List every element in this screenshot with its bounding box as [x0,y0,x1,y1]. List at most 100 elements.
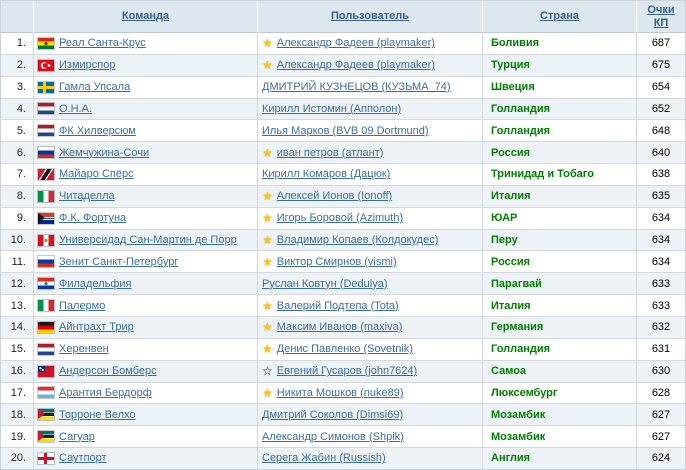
team-cell: Зенит Санкт-Петербург [34,251,258,274]
team-link[interactable]: Торроне Велхо [59,408,136,421]
points-value: 675 [637,54,685,77]
points-value: 627 [637,426,685,449]
team-cell: Айнтрахт Трир [34,316,258,339]
points-value: 633 [637,295,685,317]
user-link[interactable]: Максим Иванов (maxiva) [276,321,403,334]
team-link[interactable]: Сагуар [59,430,95,443]
user-cell: ★ Виктор Смирнов (vismi) [258,251,483,274]
team-sort-link[interactable]: Команда [121,10,170,22]
star-icon: ★ [262,189,273,204]
team-link[interactable]: Айнтрахт Трир [59,321,134,334]
team-link[interactable]: Херенвен [59,343,109,356]
user-link[interactable]: Кирилл Истомин (Апполон) [262,102,402,115]
user-link[interactable]: Никита Мошков (nuke89) [276,386,404,399]
team-link[interactable]: Саутпорт [59,452,107,465]
team-link[interactable]: Измирспор [59,59,116,72]
rank-cell: 14. [1,316,34,339]
team-cell: Андерсон Бомберс [34,360,258,383]
user-link[interactable]: Валерий Подтепа (Tota) [276,299,399,312]
user-link[interactable]: Илья Марков (BVB 09 Dortmund) [262,124,429,137]
points-column-header: Очки КП [637,1,685,33]
star-icon: ★ [262,254,273,269]
points-value: 628 [637,382,685,405]
country-label: Мозамбик [483,426,637,449]
user-link[interactable]: Александр Фадеев (playmaker) [276,37,435,50]
user-link[interactable]: Игорь Боровой (Azimuth) [276,212,404,225]
team-cell: Гамла Упсала [34,76,258,99]
table-row: 19. Сагуар Александр Симонов (Shpik) Мозамб… [1,426,685,449]
country-sort-link[interactable]: Страна [540,10,579,22]
team-link[interactable]: Гамла Упсала [59,81,131,94]
flag-paraguay-icon [38,278,54,290]
team-link[interactable]: О.Н.А. [59,102,93,115]
rank-cell: 9. [1,207,34,230]
rank-cell: 5. [1,120,34,143]
team-cell: Майаро Спёрс [34,164,258,186]
table-row: 12. Филадельфия Руслан Ковтун (Dedulya) Пар… [1,273,685,296]
points-value: 640 [637,142,685,165]
team-cell: Херенвен [34,338,258,361]
team-link[interactable]: Майаро Спёрс [59,168,134,181]
team-link[interactable]: ФК Хилверсюм [59,124,136,137]
star-icon: ★ [262,385,273,400]
team-link[interactable]: Реал Санта-Крус [59,37,146,50]
team-link[interactable]: Читаделла [59,190,115,203]
table-row: 20. Саутпорт Серега Жабин (Russish) Англия 6… [1,448,685,469]
country-label: Парагвай [483,273,637,296]
flag-luxembourg-icon [38,387,54,399]
points-value: 624 [637,448,685,469]
user-cell: Руслан Ковтун (Dedulya) [258,273,483,296]
rank-cell: 16. [1,360,34,383]
team-cell: ФК Хилверсюм [34,120,258,143]
user-link[interactable]: Денис Павленко (Sovetnik) [276,343,413,356]
user-link[interactable]: Кирилл Комаров (Дацюк) [262,168,391,181]
team-link[interactable]: Универсидад Сан-Мартин де Порр [59,234,237,247]
points-value: 648 [637,120,685,143]
team-cell: Арантия Бердорф [34,382,258,405]
user-link[interactable]: Александр Симонов (Shpik) [262,430,404,443]
flag-russia-icon [38,256,54,268]
flag-trinidad-icon [38,168,54,180]
points-value: 633 [637,273,685,296]
team-link[interactable]: Андерсон Бомберс [59,365,157,378]
points-value: 687 [637,33,685,55]
points-value: 634 [637,207,685,230]
user-link[interactable]: Алексей Ионов (Ionoff) [276,190,393,203]
team-cell: Филадельфия [34,273,258,296]
user-sort-link[interactable]: Пользователь [330,10,409,22]
team-link[interactable]: Арантия Бердорф [59,386,152,399]
points-sort-link[interactable]: Очки КП [647,3,675,29]
rank-cell: 20. [1,448,34,469]
team-link[interactable]: Зенит Санкт-Петербург [59,255,179,268]
country-label: Швеция [483,76,637,99]
team-link[interactable]: Филадельфия [59,277,132,290]
user-link[interactable]: Владимир Копаев (Колдокудес) [276,234,439,247]
team-cell: Ф.К. Фортуна [34,207,258,230]
user-link[interactable]: Евгений Гусаров (john7624) [276,365,418,378]
country-label: Италия [483,185,637,208]
user-link[interactable]: ДМИТРИЙ КУЗНЕЦОВ (КУЗЬМА_74) [262,81,451,94]
rank-cell: 13. [1,295,34,317]
points-value: 652 [637,98,685,121]
team-link[interactable]: Ф.К. Фортуна [59,212,127,225]
team-link[interactable]: Палермо [59,299,106,312]
table-body: 1. Реал Санта-Крус ★ Александр Фадеев (play… [1,33,685,469]
user-link[interactable]: Виктор Смирнов (vismi) [276,255,397,268]
flag-mozambique-icon [38,431,54,443]
table-row: 14. Айнтрахт Трир ★ Максим Иванов (maxiva) Г… [1,316,685,339]
user-link[interactable]: Руслан Ковтун (Dedulya) [262,277,388,290]
user-cell: Кирилл Комаров (Дацюк) [258,164,483,186]
user-link[interactable]: Дмитрий Соколов (Dimsi69) [262,408,404,421]
user-cell: ★ Денис Павленко (Sovetnik) [258,338,483,361]
points-value: 627 [637,404,685,427]
star-icon: ★ [262,233,273,248]
rank-cell: 8. [1,185,34,208]
user-link[interactable]: иван петров (атлант) [276,146,384,159]
country-label: ЮАР [483,207,637,230]
user-link[interactable]: Александр Фадеев (playmaker) [276,59,435,72]
user-link[interactable]: Серега Жабин (Russish) [262,452,386,465]
user-cell: ★ иван петров (атлант) [258,142,483,165]
rank-cell: 2. [1,54,34,77]
team-link[interactable]: Жемчужина-Сочи [59,146,150,159]
